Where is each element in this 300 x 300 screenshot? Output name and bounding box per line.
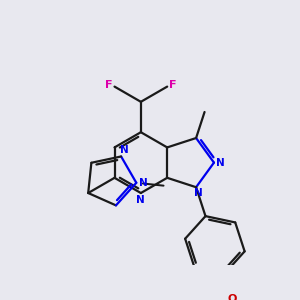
Text: N: N [120, 145, 129, 154]
Text: N: N [216, 158, 225, 168]
Text: F: F [169, 80, 177, 90]
Text: N: N [139, 178, 147, 188]
Text: F: F [105, 80, 112, 90]
Text: O: O [228, 293, 237, 300]
Text: N: N [194, 188, 203, 199]
Text: N: N [136, 195, 145, 206]
